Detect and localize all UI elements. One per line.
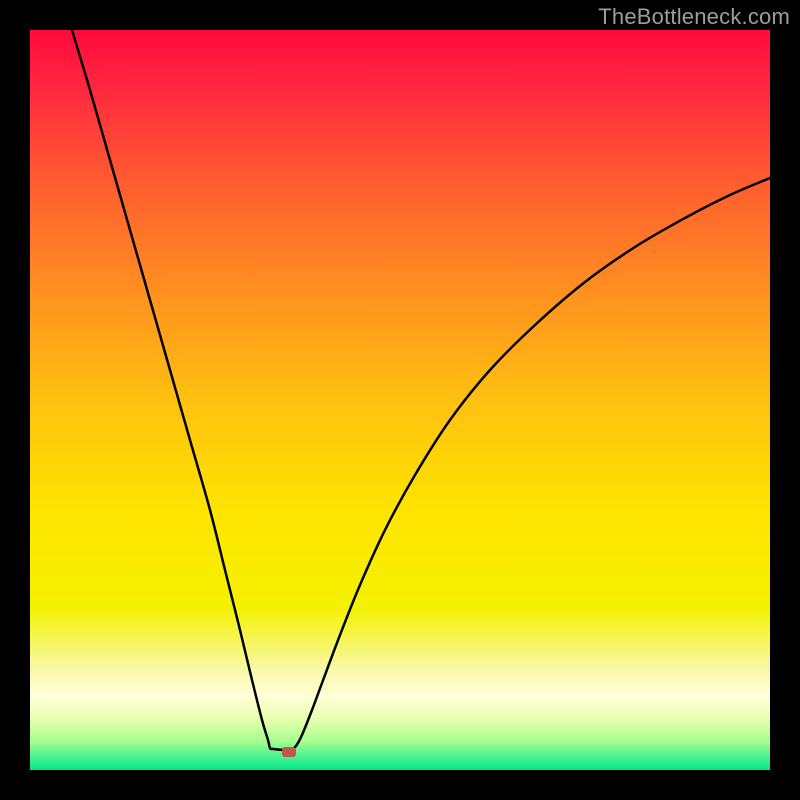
minimum-marker xyxy=(282,747,296,757)
watermark-text: TheBottleneck.com xyxy=(598,4,790,30)
bottleneck-curve xyxy=(30,30,770,770)
plot-area xyxy=(30,30,770,770)
chart-frame: TheBottleneck.com xyxy=(0,0,800,800)
